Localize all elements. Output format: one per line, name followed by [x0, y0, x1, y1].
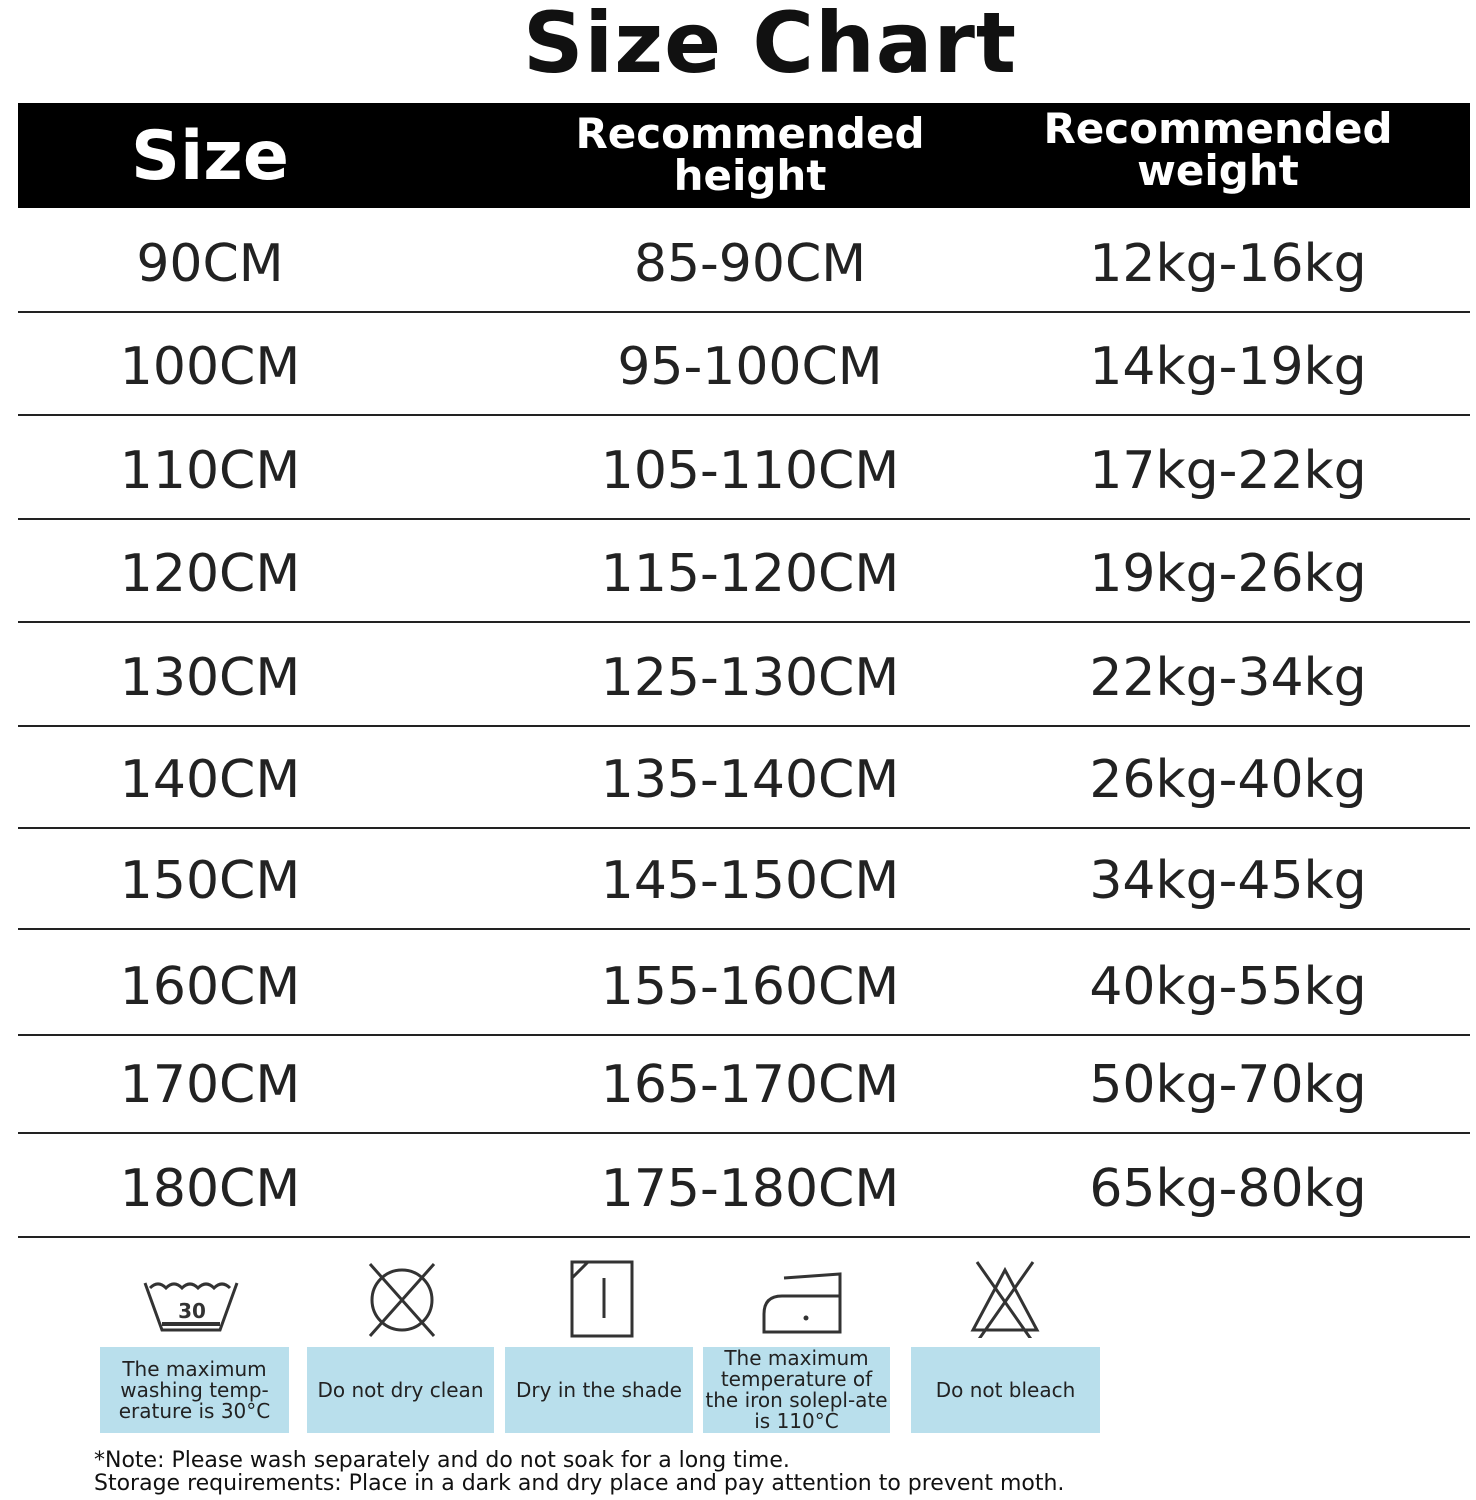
- table-row: 120CM 115-120CM 19kg-26kg: [18, 518, 1470, 623]
- cell-height: 105-110CM: [600, 441, 900, 501]
- table-row: 110CM 105-110CM 17kg-22kg: [18, 415, 1470, 520]
- table-row: 130CM 125-130CM 22kg-34kg: [18, 622, 1470, 727]
- iron-low-icon: [762, 1272, 842, 1334]
- no-bleach-icon: [970, 1261, 1040, 1338]
- table-row: 90CM 85-90CM 12kg-16kg: [18, 208, 1470, 313]
- cell-weight: 65kg-80kg: [1089, 1159, 1367, 1219]
- cell-size: 130CM: [119, 648, 301, 708]
- care-instructions: 30 The maximum washing temp-erature is 3…: [0, 1250, 1200, 1450]
- cell-weight: 19kg-26kg: [1089, 544, 1367, 604]
- notes: *Note: Please wash separately and do not…: [94, 1449, 1064, 1495]
- cell-weight: 22kg-34kg: [1089, 648, 1367, 708]
- cell-weight: 26kg-40kg: [1089, 750, 1367, 810]
- cell-height: 165-170CM: [600, 1055, 900, 1115]
- page-title: Size Chart: [522, 0, 1018, 92]
- cell-height: 135-140CM: [600, 750, 900, 810]
- care-label-bleach: Do not bleach: [911, 1347, 1100, 1433]
- cell-size: 120CM: [119, 544, 301, 604]
- no-dry-clean-icon: [368, 1263, 436, 1337]
- table-row: 150CM 145-150CM 34kg-45kg: [18, 825, 1470, 930]
- cell-height: 85-90CM: [633, 234, 867, 294]
- cell-weight: 17kg-22kg: [1089, 441, 1367, 501]
- cell-height: 155-160CM: [600, 957, 900, 1017]
- cell-height: 175-180CM: [600, 1159, 900, 1219]
- dry-in-shade-icon: [570, 1260, 634, 1338]
- care-label-iron: The maximum temperature of the iron sole…: [703, 1347, 890, 1433]
- cell-height: 125-130CM: [600, 648, 900, 708]
- header-height: Recommended height: [575, 109, 925, 200]
- cell-height: 145-150CM: [600, 851, 900, 911]
- cell-weight: 34kg-45kg: [1089, 851, 1367, 911]
- care-label-dry-clean: Do not dry clean: [307, 1347, 494, 1433]
- table-header: Size Recommended height Recommended weig…: [18, 103, 1470, 208]
- table-row: 100CM 95-100CM 14kg-19kg: [18, 311, 1470, 416]
- cell-size: 140CM: [119, 750, 301, 810]
- wash-temp: 30: [178, 1299, 206, 1323]
- cell-weight: 12kg-16kg: [1089, 234, 1367, 294]
- care-label-dry-shade: Dry in the shade: [505, 1347, 693, 1433]
- cell-size: 160CM: [119, 957, 301, 1017]
- cell-size: 180CM: [119, 1159, 301, 1219]
- note-wash: *Note: Please wash separately and do not…: [94, 1448, 790, 1473]
- care-label-wash: The maximum washing temp-erature is 30°C: [100, 1347, 289, 1433]
- cell-size: 100CM: [119, 337, 301, 397]
- table-row: 180CM 175-180CM 65kg-80kg: [18, 1133, 1470, 1238]
- cell-size: 90CM: [136, 234, 284, 294]
- table-row: 160CM 155-160CM 40kg-55kg: [18, 931, 1470, 1036]
- cell-weight: 50kg-70kg: [1089, 1055, 1367, 1115]
- table-row: 170CM 165-170CM 50kg-70kg: [18, 1029, 1470, 1134]
- header-size: Size: [131, 117, 289, 196]
- cell-size: 150CM: [119, 851, 301, 911]
- cell-size: 110CM: [119, 441, 301, 501]
- header-weight: Recommended weight: [1043, 104, 1393, 195]
- note-storage: Storage requirements: Place in a dark an…: [94, 1471, 1065, 1496]
- cell-size: 170CM: [119, 1055, 301, 1115]
- cell-weight: 14kg-19kg: [1089, 337, 1367, 397]
- cell-weight: 40kg-55kg: [1089, 957, 1367, 1017]
- table-row: 140CM 135-140CM 26kg-40kg: [18, 724, 1470, 829]
- wash-30-icon: 30: [143, 1282, 239, 1332]
- cell-height: 115-120CM: [600, 544, 900, 604]
- cell-height: 95-100CM: [617, 337, 883, 397]
